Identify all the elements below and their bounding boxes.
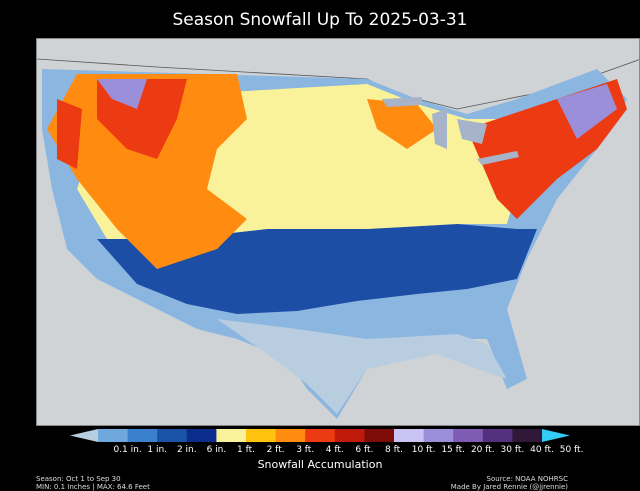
colorbar-tick-label: 2 ft. <box>266 445 285 455</box>
colorbar-tick-label: 40 ft. <box>530 445 554 455</box>
colorbar-tick-label: 6 ft. <box>355 445 374 455</box>
colorbar-swatch <box>334 429 365 442</box>
colorbar-swatch <box>305 429 336 442</box>
colorbar-swatch <box>186 429 217 442</box>
colorbar-swatch <box>394 429 425 442</box>
colorbar-tick-label: 6 in. <box>206 445 227 455</box>
colorbar-swatch <box>542 429 570 442</box>
snowfall-map <box>36 38 640 426</box>
colorbar-tick-label: 0.1 in. <box>113 445 142 455</box>
min-max-note: MIN: 0.1 Inches | MAX: 64.6 Feet <box>36 483 150 491</box>
colorbar-tick-label: 3 ft. <box>296 445 315 455</box>
map-title: Season Snowfall Up To 2025-03-31 <box>172 10 468 30</box>
colorbar-swatch <box>275 429 306 442</box>
colorbar-tick-label: 20 ft. <box>470 445 495 455</box>
colorbar-swatch <box>423 429 454 442</box>
colorbar-tick-label: 8 ft. <box>385 445 403 455</box>
colorbar-swatch <box>453 429 484 442</box>
colorbar-swatch <box>482 429 513 442</box>
colorbar-swatch <box>157 429 188 442</box>
colorbar-swatch <box>512 429 543 442</box>
colorbar-tick-label: 4 ft. <box>325 445 344 455</box>
colorbar-tick-label: 15 ft. <box>441 445 466 455</box>
colorbar-tick-label: 50 ft. <box>559 445 584 455</box>
source-note: Source: NOAA NOHRSC <box>486 475 568 483</box>
colorbar-labels: 0.1 in. 1 in. 2 in. 6 in. 1 ft. 2 ft. 3 ft. 4 f… <box>0 445 640 457</box>
season-note: Season: Oct 1 to Sep 30 <box>36 475 121 483</box>
colorbar-swatch <box>127 429 158 442</box>
colorbar-swatch <box>364 429 395 442</box>
credit-note: Made By Jared Rennie (@jjrennie) <box>450 483 568 491</box>
colorbar-tick-label: 1 in. <box>147 445 168 455</box>
colorbar <box>70 429 570 442</box>
colorbar-tick-label: 30 ft. <box>500 445 525 455</box>
colorbar-swatch <box>216 429 247 442</box>
colorbar-tick-label: 2 in. <box>176 445 197 455</box>
colorbar-swatch <box>246 429 277 442</box>
colorbar-swatch <box>98 429 129 442</box>
colorbar-tick-label: 10 ft. <box>411 445 436 455</box>
colorbar-title: Snowfall Accumulation <box>257 458 383 471</box>
colorbar-tick-label: 1 ft. <box>237 445 255 455</box>
